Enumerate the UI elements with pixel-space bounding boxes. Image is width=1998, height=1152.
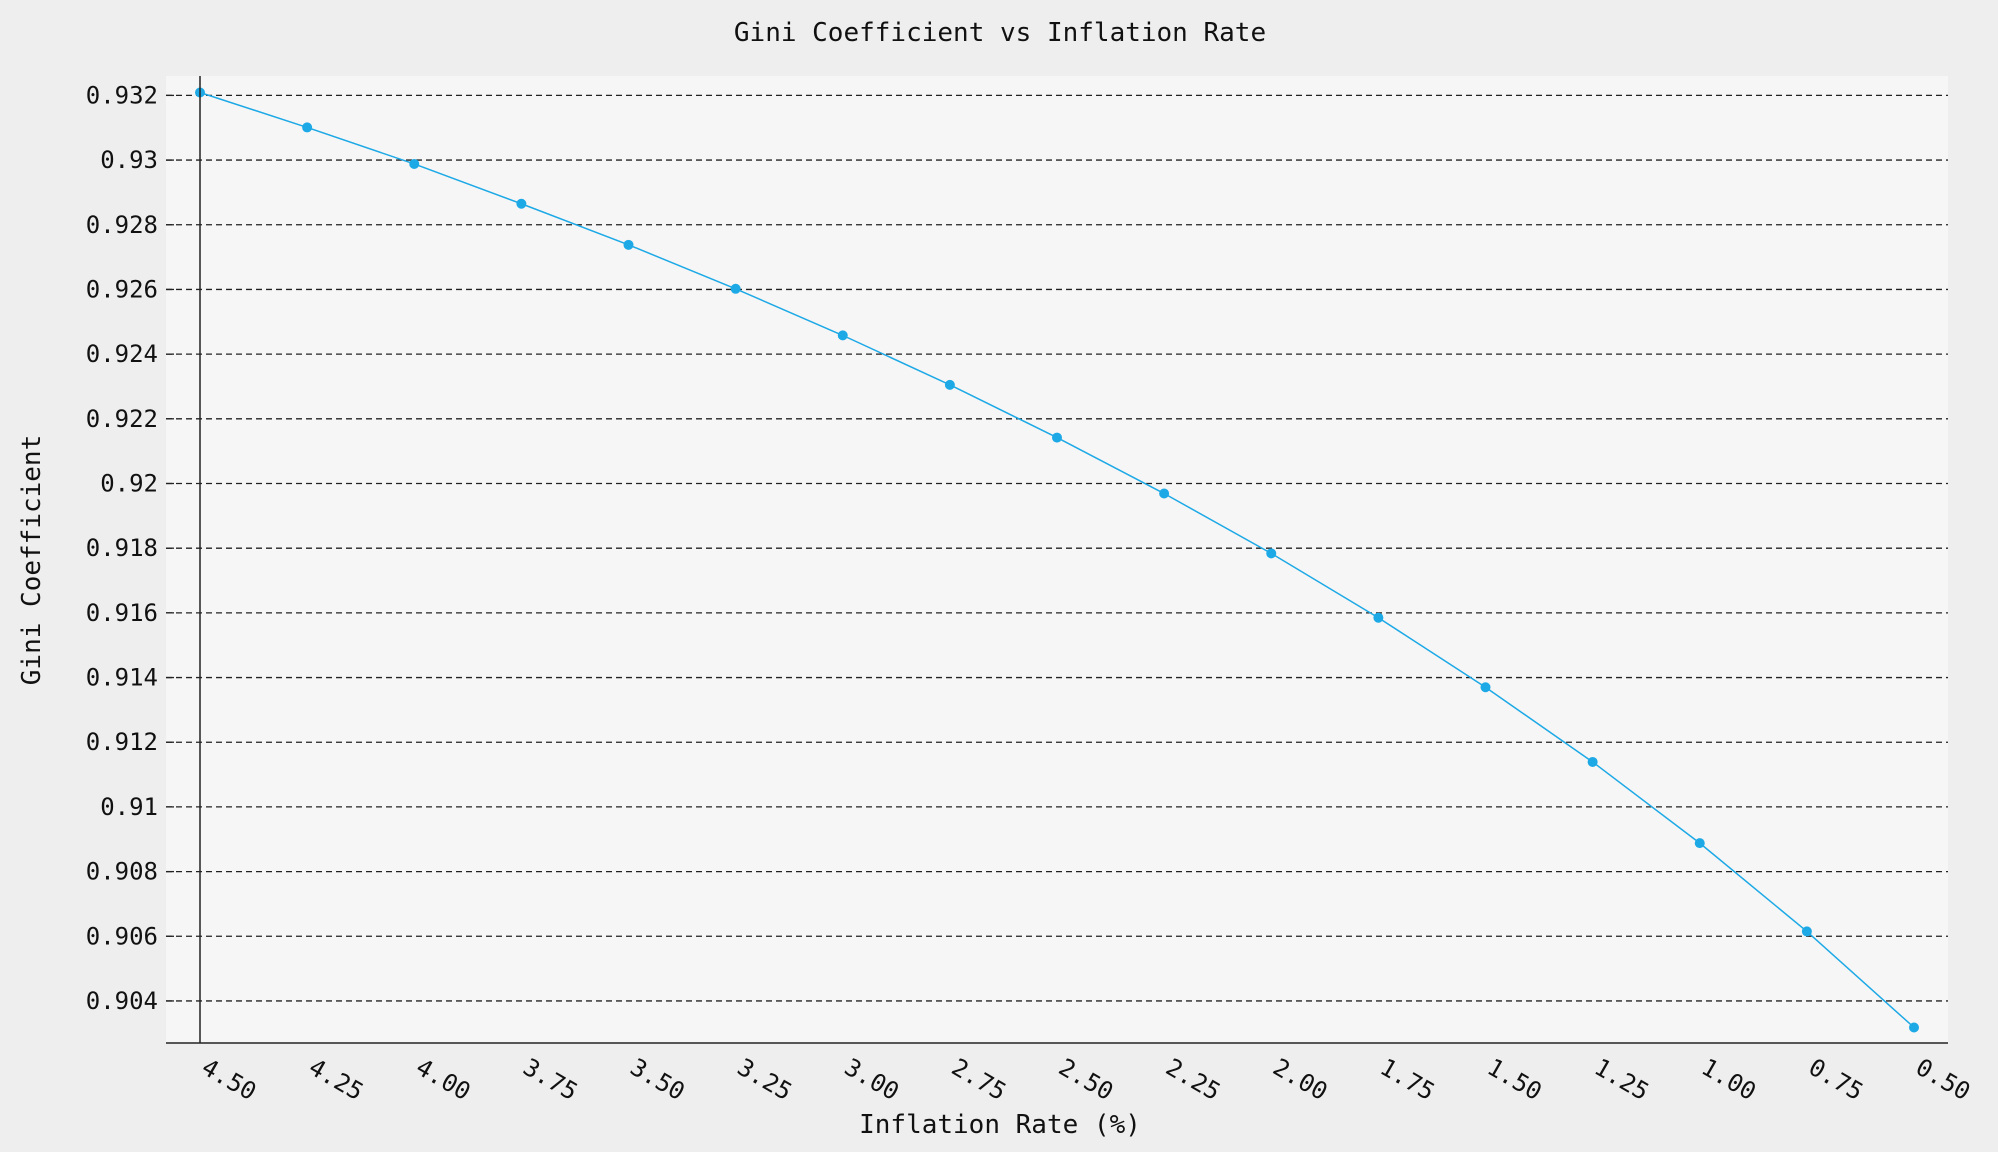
data-point <box>302 122 313 133</box>
y-tick-label: 0.924 <box>86 340 158 368</box>
data-point <box>1373 612 1384 623</box>
x-tick-label: 2.75 <box>947 1053 1011 1106</box>
y-ticks: 0.932 0.93 0.928 0.926 0.924 0.922 0.92 0.918 0.… <box>86 81 174 1015</box>
x-tick-label: 2.00 <box>1268 1053 1332 1106</box>
y-tick-label: 0.926 <box>86 275 158 303</box>
y-tick-label: 0.904 <box>86 987 158 1015</box>
y-tick-label: 0.922 <box>86 405 158 433</box>
y-tick-label: 0.932 <box>86 81 158 109</box>
data-point <box>837 330 848 341</box>
x-tick-label: 4.25 <box>304 1053 368 1106</box>
chart-title: Gini Coefficient vs Inflation Rate <box>734 18 1266 48</box>
y-tick-label: 0.93 <box>100 146 158 174</box>
grid-lines <box>166 94 1948 1002</box>
x-tick-label: 2.25 <box>1161 1053 1225 1106</box>
data-point <box>1052 432 1062 443</box>
data-point <box>730 283 741 294</box>
data-point <box>1801 926 1812 937</box>
x-tick-label: 1.50 <box>1483 1053 1547 1106</box>
x-tick-label: 4.50 <box>197 1053 261 1106</box>
data-point <box>1266 548 1277 559</box>
data-point <box>1694 838 1705 849</box>
y-tick-label: 0.906 <box>86 922 158 950</box>
x-tick-label: 4.00 <box>411 1053 475 1106</box>
data-point <box>1909 1022 1919 1033</box>
x-tick-label: 0.75 <box>1804 1053 1868 1106</box>
y-tick-label: 0.912 <box>86 728 158 756</box>
y-tick-label: 0.908 <box>86 858 158 886</box>
x-tick-label: 2.50 <box>1054 1053 1118 1106</box>
data-point <box>1587 756 1598 767</box>
x-tick-label: 1.00 <box>1697 1053 1761 1106</box>
data-point <box>1159 488 1170 499</box>
x-tick-label: 3.00 <box>840 1053 904 1106</box>
y-tick-label: 0.928 <box>86 211 158 239</box>
x-tick-label: 1.25 <box>1590 1053 1654 1106</box>
x-tick-label: 0.50 <box>1911 1053 1975 1106</box>
data-point <box>623 239 634 250</box>
y-tick-label: 0.916 <box>86 599 158 627</box>
data-point <box>409 158 420 169</box>
x-tick-label: 1.75 <box>1375 1053 1439 1106</box>
data-point <box>1480 682 1491 693</box>
x-tick-label: 3.25 <box>733 1053 797 1106</box>
plot-area <box>166 76 1948 1043</box>
x-axis-label: Inflation Rate (%) <box>859 1110 1141 1140</box>
x-tick-label: 3.50 <box>626 1053 690 1106</box>
y-tick-label: 0.914 <box>86 664 158 692</box>
x-tick-label: 3.75 <box>518 1053 582 1106</box>
y-tick-label: 0.91 <box>100 793 158 821</box>
y-tick-label: 0.918 <box>86 534 158 562</box>
data-point <box>944 379 955 390</box>
x-ticks: 4.50 4.25 4.00 3.75 3.50 3.25 3.00 2.75 2.50 2.25… <box>197 1053 1975 1106</box>
y-tick-label: 0.92 <box>100 469 158 497</box>
y-axis-label: Gini Coefficient <box>17 435 47 685</box>
data-point <box>516 198 527 209</box>
